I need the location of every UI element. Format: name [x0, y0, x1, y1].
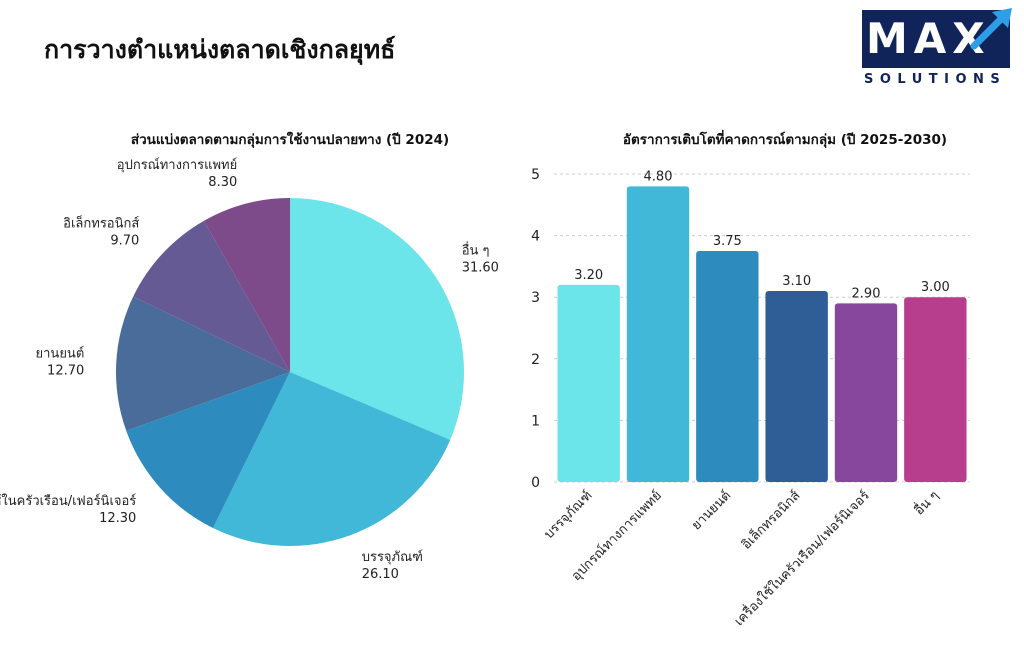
pie-category-label: เครื่องใช้ในครัวเรือน/เฟอร์นิเจอร์ — [0, 492, 136, 509]
pie-slice — [126, 372, 291, 529]
pie-value-label: 8.30 — [208, 175, 237, 190]
bar-value-label: 3.10 — [782, 274, 811, 289]
arrow-icon — [970, 8, 1012, 50]
bar-value-label: 4.80 — [644, 169, 673, 184]
pie-category-label: บรรจุภัณฑ์ — [362, 549, 423, 565]
pie-value-label: 12.70 — [47, 363, 84, 378]
pie-slice — [116, 296, 290, 431]
brand-logo: MAX SOLUTIONS — [858, 4, 1018, 90]
x-tick-label: เครื่องใช้ในครัวเรือน/เฟอร์นิเจอร์ — [730, 487, 872, 629]
y-tick-label: 4 — [531, 229, 540, 245]
pie-slice — [203, 198, 290, 372]
bar-value-label: 2.90 — [852, 286, 881, 301]
bar — [626, 186, 690, 482]
pie-value-label: 26.10 — [362, 567, 399, 582]
pie-category-label: อุปกรณ์ทางการแพทย์ — [117, 157, 237, 173]
x-tick-label: บรรจุภัณฑ์ — [541, 488, 596, 543]
bar — [904, 297, 967, 482]
bar-value-label: 3.75 — [713, 234, 742, 249]
logo-main-text: MAX — [866, 14, 991, 63]
pie-value-label: 31.60 — [462, 260, 499, 275]
pie-category-label: อื่น ๆ — [462, 241, 490, 258]
bar — [834, 303, 898, 482]
bar — [557, 284, 620, 482]
pie-chart: อื่น ๆ 31.60 บรรจุภัณฑ์ 26.10 เครื่องใช้ในคร… — [0, 157, 499, 582]
pie-slice — [212, 372, 451, 546]
pie-value-label: 9.70 — [110, 234, 139, 249]
y-tick-label: 3 — [531, 290, 540, 306]
pie-slice — [290, 198, 464, 440]
x-tick-label: อิเล็กทรอนิกส์ — [737, 486, 804, 553]
pie-slice — [133, 220, 290, 372]
pie-category-label: ยานยนต์ — [36, 345, 85, 361]
x-tick-label: ยานยนต์ — [688, 488, 734, 534]
bar — [696, 251, 759, 482]
pie-chart-title: ส่วนแบ่งตลาดตามกลุ่มการใช้งานปลายทาง (ปี… — [130, 132, 450, 148]
y-tick-label: 0 — [531, 475, 540, 491]
bar-value-label: 3.20 — [574, 268, 603, 283]
y-tick-label: 5 — [531, 167, 540, 183]
page-title: การวางตำแหน่งตลาดเชิงกลยุทธ์ — [44, 35, 396, 64]
logo-sub-text: SOLUTIONS — [864, 72, 1007, 87]
x-tick-label: อื่น ๆ — [910, 487, 942, 519]
pie-category-label: อิเล็กทรอนิกส์ — [63, 214, 139, 232]
pie-value-label: 12.30 — [99, 511, 136, 526]
bar — [765, 291, 828, 482]
bar-chart: 0123453.20บรรจุภัณฑ์4.80อุปกรณ์ทางการแพท… — [531, 167, 970, 629]
bar-chart-title: อัตราการเติบโตที่คาดการณ์ตามกลุ่ม (ปี 20… — [622, 132, 948, 148]
y-tick-label: 1 — [531, 413, 540, 429]
bar-value-label: 3.00 — [921, 280, 950, 295]
y-tick-label: 2 — [531, 352, 540, 368]
